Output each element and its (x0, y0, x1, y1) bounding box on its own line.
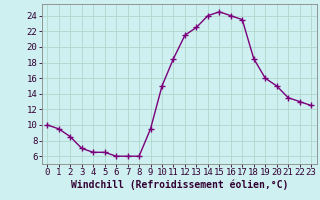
X-axis label: Windchill (Refroidissement éolien,°C): Windchill (Refroidissement éolien,°C) (70, 180, 288, 190)
